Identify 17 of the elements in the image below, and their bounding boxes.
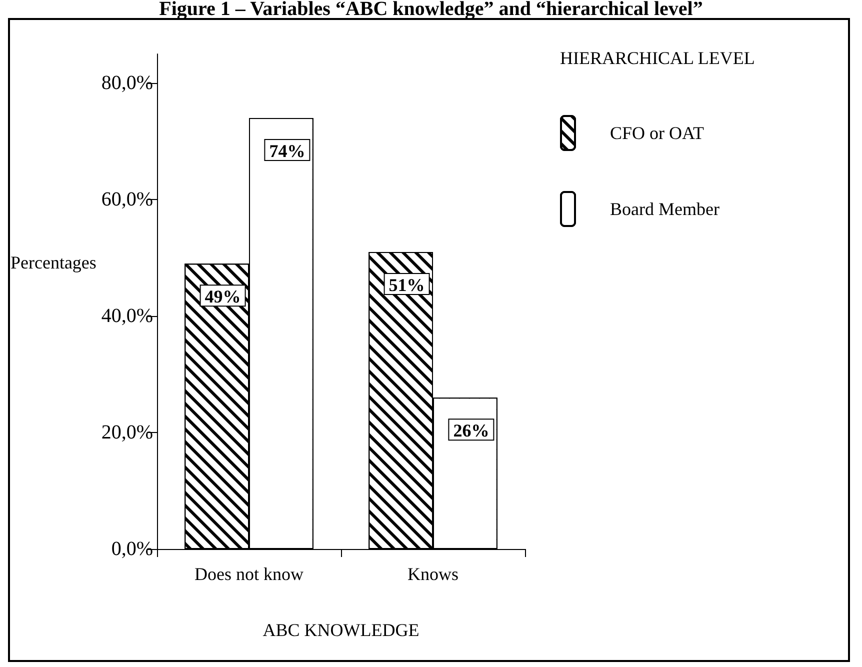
y-tick-label: 60,0% bbox=[101, 188, 153, 211]
legend-title: HIERARCHICAL LEVEL bbox=[560, 48, 755, 68]
y-tick-label: 80,0% bbox=[101, 72, 153, 94]
legend-label: Board Member bbox=[610, 199, 720, 219]
data-label: 26% bbox=[453, 420, 490, 441]
legend-label: CFO or OAT bbox=[610, 123, 704, 143]
chart-title: Figure 1 – Variables “ABC knowledge” and “hierarchical level” bbox=[159, 0, 703, 20]
data-label: 49% bbox=[204, 286, 241, 307]
x-tick-label: Does not know bbox=[194, 564, 304, 584]
data-label: 51% bbox=[388, 275, 425, 295]
y-tick-label: 0,0% bbox=[111, 538, 153, 560]
x-tick-label: Knows bbox=[407, 564, 459, 584]
data-label: 74% bbox=[269, 141, 306, 162]
y-tick-label: 40,0% bbox=[101, 305, 153, 328]
y-axis-title: Percentages bbox=[10, 252, 96, 272]
x-axis-title: ABC KNOWLEDGE bbox=[262, 620, 420, 640]
y-tick-label: 20,0% bbox=[101, 422, 153, 444]
